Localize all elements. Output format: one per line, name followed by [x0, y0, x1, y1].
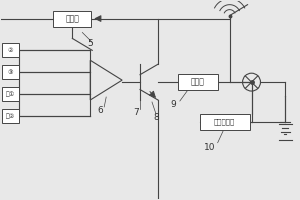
Text: 外①: 外① [6, 91, 15, 97]
Text: 5: 5 [87, 39, 93, 48]
Text: 6: 6 [98, 106, 103, 115]
FancyBboxPatch shape [2, 109, 19, 123]
Text: ②: ② [8, 48, 14, 53]
Text: ③: ③ [8, 70, 14, 75]
FancyBboxPatch shape [2, 43, 19, 57]
Text: 控制器: 控制器 [191, 78, 205, 87]
Text: 8: 8 [153, 113, 159, 122]
FancyBboxPatch shape [200, 114, 250, 130]
Text: 反滤器: 反滤器 [65, 14, 79, 23]
Text: 9: 9 [170, 100, 176, 109]
FancyBboxPatch shape [178, 74, 218, 90]
Text: 7: 7 [133, 108, 139, 117]
Text: 10: 10 [204, 143, 215, 152]
FancyBboxPatch shape [2, 87, 19, 101]
Text: 外②: 外② [6, 113, 15, 119]
Text: 声音报警器: 声音报警器 [214, 119, 235, 125]
FancyBboxPatch shape [53, 11, 91, 27]
FancyBboxPatch shape [2, 65, 19, 79]
